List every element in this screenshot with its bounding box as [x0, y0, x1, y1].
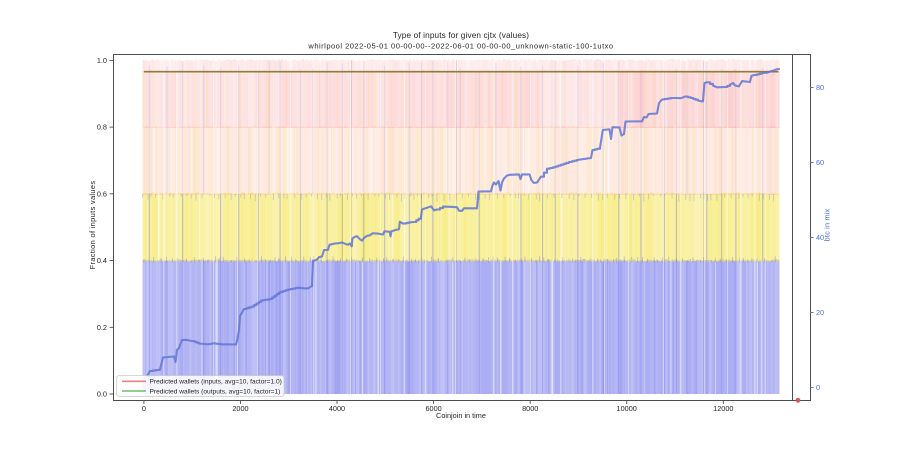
- svg-text:20: 20: [816, 308, 824, 317]
- svg-text:0.6: 0.6: [97, 189, 107, 198]
- svg-text:Coinjoin in time: Coinjoin in time: [436, 411, 486, 420]
- svg-text:0.4: 0.4: [97, 256, 107, 265]
- svg-text:0.8: 0.8: [97, 123, 107, 132]
- svg-text:Predicted wallets (inputs, avg: Predicted wallets (inputs, avg=10, facto…: [150, 379, 282, 386]
- svg-text:0: 0: [142, 404, 146, 413]
- svg-text:Type of inputs for given cjtx: Type of inputs for given cjtx (values): [393, 31, 529, 40]
- svg-text:60: 60: [816, 158, 824, 167]
- svg-text:4000: 4000: [329, 404, 345, 413]
- svg-text:0: 0: [816, 383, 820, 392]
- svg-text:1.0: 1.0: [97, 56, 107, 65]
- svg-text:whirlpool 2022-05-01 00-00-00-: whirlpool 2022-05-01 00-00-00--2022-06-0…: [307, 42, 613, 51]
- svg-text:12000: 12000: [713, 404, 733, 413]
- svg-text:Fraction of inputs values: Fraction of inputs values: [88, 181, 97, 270]
- svg-text:0.0: 0.0: [97, 390, 107, 399]
- svg-text:btc in mix: btc in mix: [823, 208, 832, 241]
- svg-text:2000: 2000: [232, 404, 248, 413]
- svg-text:8000: 8000: [522, 404, 538, 413]
- svg-text:10000: 10000: [617, 404, 637, 413]
- svg-text:80: 80: [816, 83, 824, 92]
- svg-text:40: 40: [816, 233, 824, 242]
- svg-text:0.2: 0.2: [97, 323, 107, 332]
- svg-text:Predicted wallets (outputs, av: Predicted wallets (outputs, avg=10, fact…: [150, 388, 281, 395]
- svg-text:6000: 6000: [425, 404, 441, 413]
